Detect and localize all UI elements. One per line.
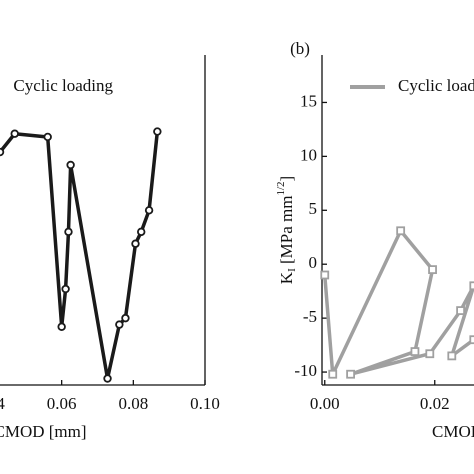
marker: [0, 147, 5, 157]
y-tick-label: 0: [309, 253, 318, 272]
marker: [425, 349, 435, 359]
marker: [328, 369, 338, 379]
series-line: [0, 131, 160, 381]
marker: [469, 335, 474, 345]
x-axis-label: CMOD [mm]: [432, 422, 474, 441]
y-tick-label: 5: [309, 199, 318, 218]
marker: [410, 347, 420, 356]
marker: [61, 284, 70, 294]
marker: [64, 227, 73, 237]
y-axis-label-part: ]: [277, 176, 296, 182]
marker: [66, 160, 75, 170]
x-tick-label: 0.08: [118, 394, 148, 413]
legend-label: Cyclic loading: [13, 76, 113, 95]
marker: [153, 127, 162, 136]
x-tick-label: 0.10: [190, 394, 220, 413]
y-tick-label: -5: [303, 307, 317, 326]
marker: [103, 374, 112, 383]
marker: [447, 351, 457, 361]
y-tick-label: -10: [294, 361, 317, 380]
y-tick-label: 10: [300, 145, 317, 164]
marker: [428, 265, 437, 275]
y-axis-label-part: K: [277, 271, 296, 284]
y-tick-label: 15: [300, 91, 317, 110]
y-axis-label: KI [MPa mm1/2]: [275, 176, 298, 284]
marker: [346, 369, 356, 379]
y-axis-label-part: 1/2: [275, 181, 287, 195]
marker: [43, 132, 52, 142]
marker: [144, 206, 154, 215]
marker: [57, 322, 66, 331]
marker: [115, 320, 124, 329]
y-axis-label-part: I: [286, 268, 298, 272]
marker: [396, 226, 406, 236]
marker: [137, 227, 146, 237]
legend-label: Cyclic loading: [398, 76, 474, 95]
marker: [469, 281, 474, 291]
y-axis-label-part: [MPa mm: [277, 196, 296, 269]
x-tick-label: 0.02: [420, 394, 450, 413]
x-tick-label: 0.06: [47, 394, 77, 413]
panel-label: (b): [290, 39, 310, 58]
x-tick-label: 0.04: [0, 394, 5, 413]
marker: [131, 239, 140, 248]
marker: [10, 129, 19, 138]
x-tick-label: 0.00: [310, 394, 340, 413]
marker: [121, 313, 130, 323]
x-axis-label: CMOD [mm]: [0, 422, 87, 441]
marker: [456, 306, 466, 315]
marker: [320, 270, 330, 280]
